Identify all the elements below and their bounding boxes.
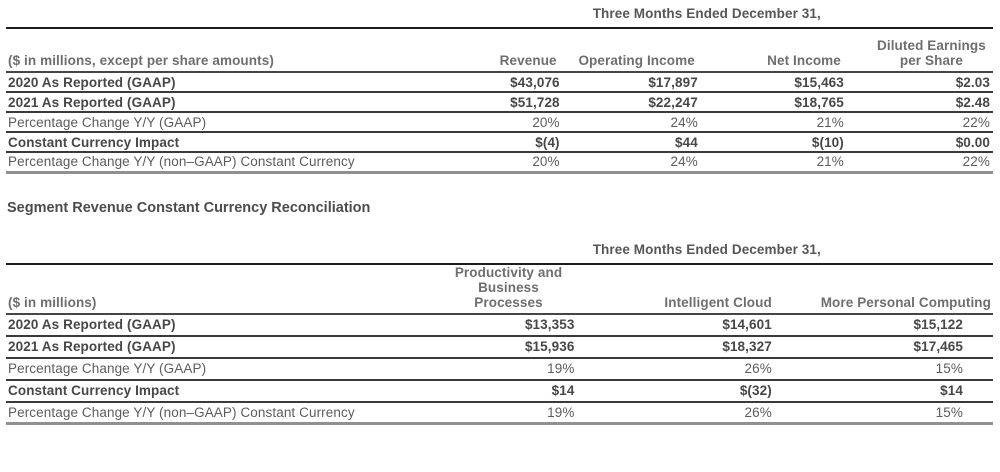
table-row-constant-currency-impact: Constant Currency Impact $14 $(32) $14: [6, 380, 993, 402]
value-cell: $15,463: [794, 74, 844, 90]
column-header-net-income: Net Income: [767, 53, 841, 68]
spacer-cell: [6, 238, 421, 264]
value-cell: $43,076: [510, 74, 560, 90]
table-row-2020-reported: 2020 As Reported (GAAP) $43,076 $17,897 …: [6, 72, 993, 92]
row-label: Percentage Change Y/Y (GAAP): [8, 361, 207, 376]
value-cell: $51,728: [510, 94, 560, 110]
spacer-cell: [6, 2, 421, 28]
value-cell: $13,353: [524, 317, 575, 332]
period-header-row: Three Months Ended December 31,: [6, 238, 993, 264]
row-label: Constant Currency Impact: [8, 383, 180, 398]
value-cell: $22,247: [648, 94, 698, 110]
table-row-pct-change-non-gaap: Percentage Change Y/Y (non–GAAP) Constan…: [6, 402, 993, 424]
column-header-diluted-eps: Diluted Earnings per Share: [848, 28, 993, 72]
value-cell: $17,465: [913, 339, 963, 354]
column-header-row: ($ in millions) Productivity and Busines…: [6, 264, 993, 314]
column-header-row: ($ in millions, except per share amounts…: [6, 28, 993, 72]
section-heading: Segment Revenue Constant Currency Reconc…: [7, 199, 371, 216]
table-row-2021-reported: 2021 As Reported (GAAP) $15,936 $18,327 …: [6, 336, 993, 358]
period-header-row: Three Months Ended December 31,: [6, 2, 993, 28]
column-header-productivity: Productivity and Business Processes: [421, 264, 579, 314]
period-header: Three Months Ended December 31,: [592, 241, 821, 257]
row-label: 2021 As Reported (GAAP): [8, 94, 176, 110]
value-cell: 15%: [935, 361, 963, 376]
row-label: Percentage Change Y/Y (GAAP): [8, 114, 207, 130]
column-header-line: per Share: [899, 53, 964, 68]
units-note: ($ in millions, except per share amounts…: [8, 53, 274, 68]
value-cell: $18,765: [794, 94, 844, 110]
column-header-line: Processes: [474, 294, 543, 310]
value-cell: 19%: [547, 361, 575, 376]
value-cell: $(4): [535, 134, 560, 150]
period-header: Three Months Ended December 31,: [592, 6, 821, 21]
table-row-constant-currency-impact: Constant Currency Impact $(4) $44 $(10) …: [6, 132, 993, 152]
table-row-pct-change-non-gaap: Percentage Change Y/Y (non–GAAP) Constan…: [6, 152, 993, 172]
column-header-operating-income: Operating Income: [578, 53, 695, 68]
value-cell: $15,936: [524, 339, 575, 354]
value-cell: 20%: [532, 114, 560, 130]
value-cell: $14: [551, 383, 575, 398]
value-cell: 26%: [744, 404, 772, 420]
column-header-intelligent-cloud: Intelligent Cloud: [664, 294, 772, 310]
value-cell: $14: [940, 383, 963, 398]
column-header-line: Productivity and Business: [454, 264, 563, 295]
value-cell: 22%: [962, 154, 990, 170]
value-cell: 24%: [670, 154, 698, 170]
value-cell: $44: [675, 134, 698, 150]
row-label: 2020 As Reported (GAAP): [8, 317, 176, 332]
value-cell: 21%: [816, 114, 844, 130]
quarterly-results-table: Three Months Ended December 31, ($ in mi…: [6, 2, 993, 174]
value-cell: $2.03: [955, 74, 990, 90]
table-row-2020-reported: 2020 As Reported (GAAP) $13,353 $14,601 …: [6, 314, 993, 336]
value-cell: $15,122: [913, 317, 963, 332]
value-cell: $(10): [811, 134, 844, 150]
value-cell: 26%: [744, 361, 772, 376]
value-cell: $14,601: [722, 317, 772, 332]
financial-report: Three Months Ended December 31, ($ in mi…: [6, 2, 993, 426]
value-cell: 20%: [532, 154, 560, 170]
table-row-pct-change-gaap: Percentage Change Y/Y (GAAP) 19% 26% 15%: [6, 358, 993, 380]
segment-revenue-table: Three Months Ended December 31, ($ in mi…: [6, 238, 993, 426]
value-cell: 15%: [935, 404, 963, 420]
value-cell: $18,327: [722, 339, 772, 354]
value-cell: $0.00: [955, 134, 990, 150]
table-row-2021-reported: 2021 As Reported (GAAP) $51,728 $22,247 …: [6, 92, 993, 112]
column-header-more-personal-computing: More Personal Computing: [820, 294, 991, 310]
value-cell: 19%: [547, 404, 575, 420]
column-header-revenue: Revenue: [499, 53, 557, 68]
value-cell: 21%: [816, 154, 844, 170]
row-label: 2021 As Reported (GAAP): [8, 339, 176, 354]
row-label: Percentage Change Y/Y (non–GAAP) Constan…: [8, 154, 355, 170]
value-cell: 24%: [670, 114, 698, 130]
segment-table-wrapper: Three Months Ended December 31, ($ in mi…: [6, 238, 993, 426]
table-row-pct-change-gaap: Percentage Change Y/Y (GAAP) 20% 24% 21%…: [6, 112, 993, 132]
row-label: Percentage Change Y/Y (non–GAAP) Constan…: [8, 404, 355, 420]
value-cell: $(32): [739, 383, 772, 398]
column-header-line: Diluted Earnings: [877, 38, 986, 53]
value-cell: 22%: [962, 114, 990, 130]
value-cell: $2.48: [955, 94, 990, 110]
row-label: 2020 As Reported (GAAP): [8, 74, 176, 90]
row-label: Constant Currency Impact: [8, 134, 180, 150]
value-cell: $17,897: [648, 74, 698, 90]
units-note: ($ in millions): [8, 294, 97, 310]
